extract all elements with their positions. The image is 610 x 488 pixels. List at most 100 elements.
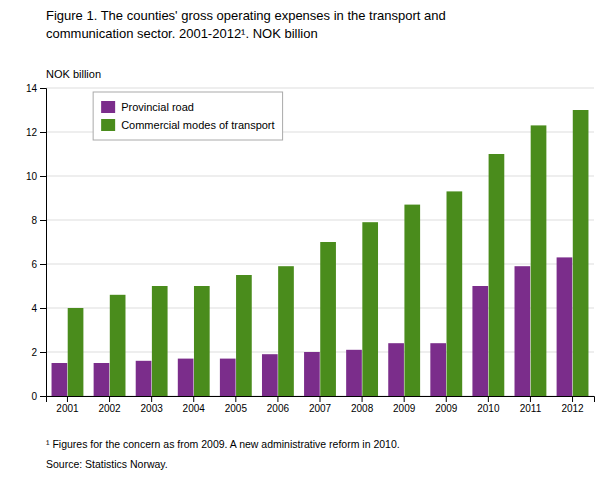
x-tick-label: 2003 — [141, 403, 164, 414]
bar — [531, 125, 547, 396]
y-tick: 2 — [31, 347, 46, 358]
bar — [362, 222, 378, 396]
bar — [194, 286, 210, 396]
bar — [278, 266, 294, 396]
bar — [346, 350, 362, 396]
x-tick-mark — [151, 396, 152, 402]
y-tick: 0 — [31, 391, 46, 402]
bar — [447, 191, 463, 396]
y-tick-mark — [40, 176, 46, 177]
y-tick-mark — [40, 264, 46, 265]
y-tick: 4 — [31, 303, 46, 314]
x-tick: 2004 — [183, 396, 206, 414]
x-tick: 2001 — [56, 396, 79, 414]
x-tick-label: 2009 — [435, 403, 458, 414]
legend-label: Provincial road — [121, 101, 194, 113]
y-tick-label: 4 — [31, 303, 37, 314]
y-tick-mark — [40, 132, 46, 133]
x-tick-label: 2001 — [56, 403, 79, 414]
x-tick-label: 2011 — [520, 403, 542, 414]
x-tick: 2009 — [435, 396, 458, 414]
x-tick-mark — [530, 396, 531, 402]
x-tick-mark — [404, 396, 405, 402]
y-tick: 12 — [26, 127, 46, 138]
y-tick: 8 — [31, 215, 46, 226]
legend-frame — [93, 92, 282, 140]
y-tick-label: 8 — [31, 215, 37, 226]
y-tick-mark — [40, 396, 46, 397]
grid-line — [46, 308, 594, 309]
x-axis: 2001200220032004200520062007200820092009… — [47, 396, 595, 414]
bar — [304, 352, 320, 396]
y-tick-label: 12 — [26, 127, 38, 138]
y-axis: 0 2 4 6 8 10 12 14 — [26, 83, 47, 402]
x-tick: 2010 — [477, 396, 500, 414]
x-tick: 2012 — [561, 396, 584, 414]
x-tick-mark — [362, 396, 363, 402]
bars — [52, 110, 589, 396]
x-tick-label: 2010 — [477, 403, 500, 414]
legend-swatch — [101, 119, 115, 131]
bar — [388, 343, 404, 396]
bar — [110, 295, 126, 396]
bar — [515, 266, 531, 396]
grid-line — [46, 220, 594, 221]
legend-label: Commercial modes of transport — [121, 119, 274, 131]
x-tick: 2008 — [351, 396, 374, 414]
bar — [320, 242, 336, 396]
grid-line — [46, 88, 594, 89]
bar — [489, 154, 505, 396]
y-tick: 6 — [31, 259, 46, 270]
x-tick: 2009 — [393, 396, 416, 414]
bar — [152, 286, 168, 396]
bar — [220, 359, 236, 396]
x-tick: 2005 — [225, 396, 248, 414]
y-tick-mark — [40, 352, 46, 353]
bar — [178, 359, 194, 396]
annotation: ¹ Figures for the concern as from 2009. … — [46, 438, 400, 450]
y-axis-line — [40, 89, 47, 397]
x-tick-mark — [572, 396, 573, 402]
y-tick: 10 — [26, 171, 46, 182]
y-tick: 14 — [26, 83, 46, 94]
legend-item: Commercial modes of transport — [101, 119, 274, 131]
y-tick-label: 10 — [26, 171, 38, 182]
plot: 0246810121420012002200320042005200620072… — [26, 83, 595, 414]
legend: Provincial road Commercial modes of trans… — [93, 92, 282, 140]
x-tick-label: 2008 — [351, 403, 374, 414]
bar — [430, 343, 446, 396]
x-tick-mark — [235, 396, 236, 402]
grid — [46, 88, 594, 396]
grid-line — [46, 264, 594, 265]
x-tick-mark — [277, 396, 278, 402]
bar — [472, 286, 488, 396]
annotation: Source: Statistics Norway. — [46, 458, 168, 470]
x-tick: 2006 — [267, 396, 290, 414]
bar — [557, 257, 573, 396]
x-tick-mark — [446, 396, 447, 402]
title: communication sector. 2001-2012¹. NOK bi… — [46, 26, 318, 41]
bar — [404, 205, 420, 396]
x-tick-label: 2006 — [267, 403, 290, 414]
chart: Figure 1. The counties' gross operating … — [0, 0, 610, 488]
y-tick-label: 2 — [31, 347, 37, 358]
y-tick-mark — [40, 308, 46, 309]
x-tick-label: 2005 — [225, 403, 248, 414]
y-axis-label: NOK billion — [46, 68, 101, 80]
grid-line — [46, 352, 594, 353]
y-tick-label: 0 — [31, 391, 37, 402]
x-tick-mark — [67, 396, 68, 402]
x-tick: 2003 — [141, 396, 164, 414]
bar — [136, 361, 152, 396]
x-tick-label: 2004 — [183, 403, 206, 414]
x-tick-mark — [193, 396, 194, 402]
x-tick-label: 2007 — [309, 403, 332, 414]
bar — [262, 354, 278, 396]
bar-series — [68, 110, 589, 396]
y-tick-label: 14 — [26, 83, 38, 94]
x-tick-mark — [320, 396, 321, 402]
bar — [236, 275, 252, 396]
bar — [573, 110, 589, 396]
legend-swatch — [101, 101, 115, 113]
legend-item: Provincial road — [101, 101, 194, 113]
